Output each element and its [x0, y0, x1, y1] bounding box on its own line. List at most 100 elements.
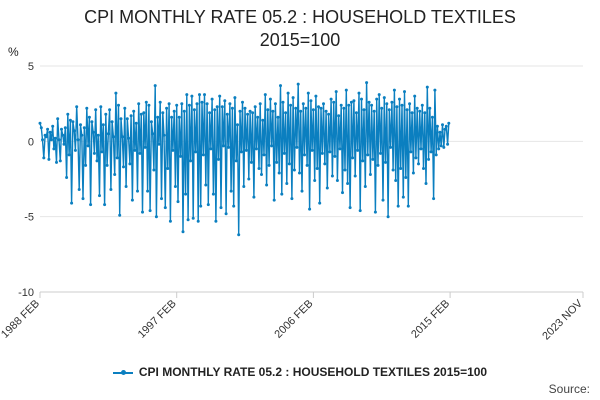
- series-line: [39, 81, 450, 236]
- data-point: [254, 147, 258, 151]
- data-point: [281, 100, 285, 104]
- data-point: [87, 115, 91, 119]
- data-point: [371, 157, 375, 161]
- data-point: [79, 123, 82, 127]
- data-point: [86, 144, 90, 148]
- data-point: [171, 148, 175, 152]
- data-point: [224, 212, 228, 216]
- data-point: [199, 204, 203, 208]
- data-point: [444, 124, 448, 128]
- data-point: [379, 151, 382, 155]
- data-point: [270, 144, 274, 148]
- data-point: [280, 192, 284, 196]
- data-point: [227, 145, 231, 149]
- data-point: [201, 153, 205, 157]
- data-point: [55, 160, 58, 164]
- data-point: [275, 160, 279, 164]
- data-point: [115, 156, 119, 160]
- data-point: [196, 219, 200, 223]
- data-point: [85, 106, 89, 110]
- data-point: [329, 97, 333, 101]
- data-point: [305, 163, 309, 167]
- data-point: [428, 106, 432, 110]
- data-point: [118, 213, 122, 217]
- data-point: [223, 99, 227, 103]
- data-point: [265, 183, 269, 187]
- data-point: [66, 112, 70, 116]
- data-point: [435, 124, 439, 128]
- data-point: [419, 147, 423, 151]
- data-point: [213, 108, 217, 112]
- data-point: [446, 142, 450, 146]
- x-tick-label: 2023 NOV: [540, 297, 585, 342]
- data-point: [243, 106, 247, 110]
- data-point: [399, 167, 403, 170]
- data-point: [241, 100, 244, 104]
- data-point: [185, 93, 189, 97]
- data-point: [120, 135, 124, 139]
- data-point: [154, 215, 158, 219]
- data-point: [375, 97, 379, 101]
- data-point: [217, 157, 220, 161]
- data-point: [90, 120, 94, 124]
- data-point: [75, 105, 79, 109]
- data-point: [192, 108, 196, 112]
- data-point: [323, 162, 327, 166]
- data-point: [313, 179, 317, 182]
- data-point: [324, 109, 328, 113]
- data-point: [114, 91, 118, 95]
- data-point: [328, 150, 332, 154]
- data-point: [229, 189, 233, 193]
- data-point: [51, 124, 55, 128]
- data-point: [391, 168, 395, 172]
- data-point: [208, 111, 212, 115]
- legend[interactable]: CPI MONTHLY RATE 05.2 : HOUSEHOLD TEXTIL…: [0, 365, 600, 379]
- data-point: [72, 129, 76, 133]
- data-point: [127, 136, 131, 140]
- data-point: [134, 121, 138, 125]
- data-point: [68, 118, 72, 122]
- data-point: [376, 163, 380, 167]
- data-point: [363, 185, 367, 188]
- data-point: [76, 138, 80, 142]
- data-point: [443, 127, 447, 131]
- data-point: [128, 162, 132, 166]
- data-point: [60, 127, 63, 131]
- data-point: [218, 94, 222, 98]
- data-point: [194, 150, 198, 154]
- data-point: [339, 103, 343, 107]
- data-point: [256, 115, 260, 119]
- y-axis-unit-label: %: [8, 45, 19, 59]
- data-point: [291, 96, 295, 100]
- data-point: [222, 144, 225, 148]
- data-point: [314, 94, 318, 98]
- data-point: [91, 130, 95, 134]
- data-point: [180, 102, 184, 106]
- data-point: [139, 112, 143, 116]
- data-point: [386, 215, 390, 219]
- data-point: [101, 123, 105, 127]
- data-point: [48, 130, 52, 134]
- data-point: [304, 106, 308, 110]
- data-point: [294, 106, 298, 110]
- data-point: [209, 147, 213, 151]
- data-point: [385, 102, 389, 106]
- data-point: [46, 127, 50, 131]
- data-point: [327, 112, 331, 116]
- data-point: [272, 198, 276, 202]
- data-point: [405, 108, 409, 112]
- data-point: [287, 162, 291, 166]
- data-point: [52, 147, 56, 151]
- data-point: [351, 156, 355, 160]
- data-point: [148, 209, 152, 213]
- data-point: [285, 182, 289, 185]
- data-point: [414, 156, 418, 160]
- data-point: [157, 142, 161, 146]
- data-point: [104, 112, 108, 116]
- data-point: [203, 93, 206, 97]
- data-point: [149, 120, 153, 124]
- data-point: [437, 147, 441, 151]
- data-point: [422, 167, 425, 170]
- data-point: [344, 88, 348, 92]
